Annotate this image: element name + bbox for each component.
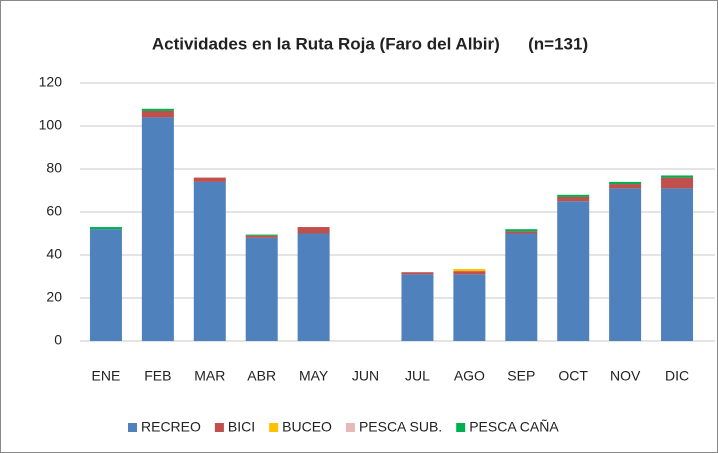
bar-segment <box>401 272 434 275</box>
bar-segment <box>557 201 590 341</box>
legend-swatch <box>214 423 224 432</box>
bar-segment <box>297 227 330 234</box>
bar-segment <box>401 274 434 341</box>
legend-label: PESCA CAÑA <box>469 419 559 435</box>
x-tick-label: SEP <box>507 368 535 384</box>
bar-segment <box>505 233 538 341</box>
x-tick-label: ABR <box>247 368 276 384</box>
x-tick-label: FEB <box>144 368 171 384</box>
legend-label: BICI <box>228 419 255 435</box>
bar-segment <box>141 108 174 111</box>
bar-segment <box>245 237 278 341</box>
legend-swatch <box>345 423 355 432</box>
bar-segment <box>609 188 642 341</box>
legend-swatch <box>456 423 466 432</box>
bar-segment <box>141 117 174 342</box>
bar-segment <box>245 234 278 236</box>
bar-segment <box>505 231 538 234</box>
bar-segment <box>89 227 122 230</box>
bar-segment <box>505 229 538 232</box>
legend-label: PESCA SUB. <box>359 419 442 435</box>
bar-segment <box>297 233 330 341</box>
bar-segment <box>141 110 174 118</box>
y-tick-label: 60 <box>46 203 62 219</box>
y-tick-label: 100 <box>39 117 63 133</box>
x-tick-label: AGO <box>454 368 485 384</box>
bar-segment <box>661 175 694 178</box>
chart-title: Actividades en la Ruta Roja (Faro del Al… <box>152 34 588 53</box>
y-tick-label: 20 <box>46 289 62 305</box>
x-tick-label: MAR <box>194 368 225 384</box>
x-tick-label: JUN <box>352 368 379 384</box>
bar-segment <box>557 194 590 197</box>
bar-segment <box>609 181 642 185</box>
x-tick-label: DIC <box>665 368 689 384</box>
x-tick-label: NOV <box>610 368 641 384</box>
legend-swatch <box>269 423 279 432</box>
y-tick-label: 40 <box>46 246 62 262</box>
x-tick-label: OCT <box>558 368 588 384</box>
y-tick-label: 0 <box>54 332 62 348</box>
legend-label: BUCEO <box>282 419 332 435</box>
bar-segment <box>453 271 486 275</box>
x-tick-label: ENE <box>92 368 121 384</box>
x-tick-label: MAY <box>299 368 329 384</box>
bar-segment <box>193 181 226 341</box>
bar-segment <box>661 188 694 341</box>
bar-segment <box>453 274 486 341</box>
legend-label: RECREO <box>141 419 201 435</box>
bar-segment <box>609 184 642 189</box>
bar-segment <box>453 268 486 272</box>
bar-segment <box>193 177 226 182</box>
legend-swatch <box>128 423 137 432</box>
y-tick-label: 120 <box>39 74 63 90</box>
bar-segment <box>661 177 694 189</box>
bar-segment <box>557 196 590 202</box>
y-tick-label: 80 <box>46 160 62 176</box>
bar-segment <box>89 229 122 341</box>
bar-segment <box>245 235 278 238</box>
x-tick-label: JUL <box>405 368 430 384</box>
